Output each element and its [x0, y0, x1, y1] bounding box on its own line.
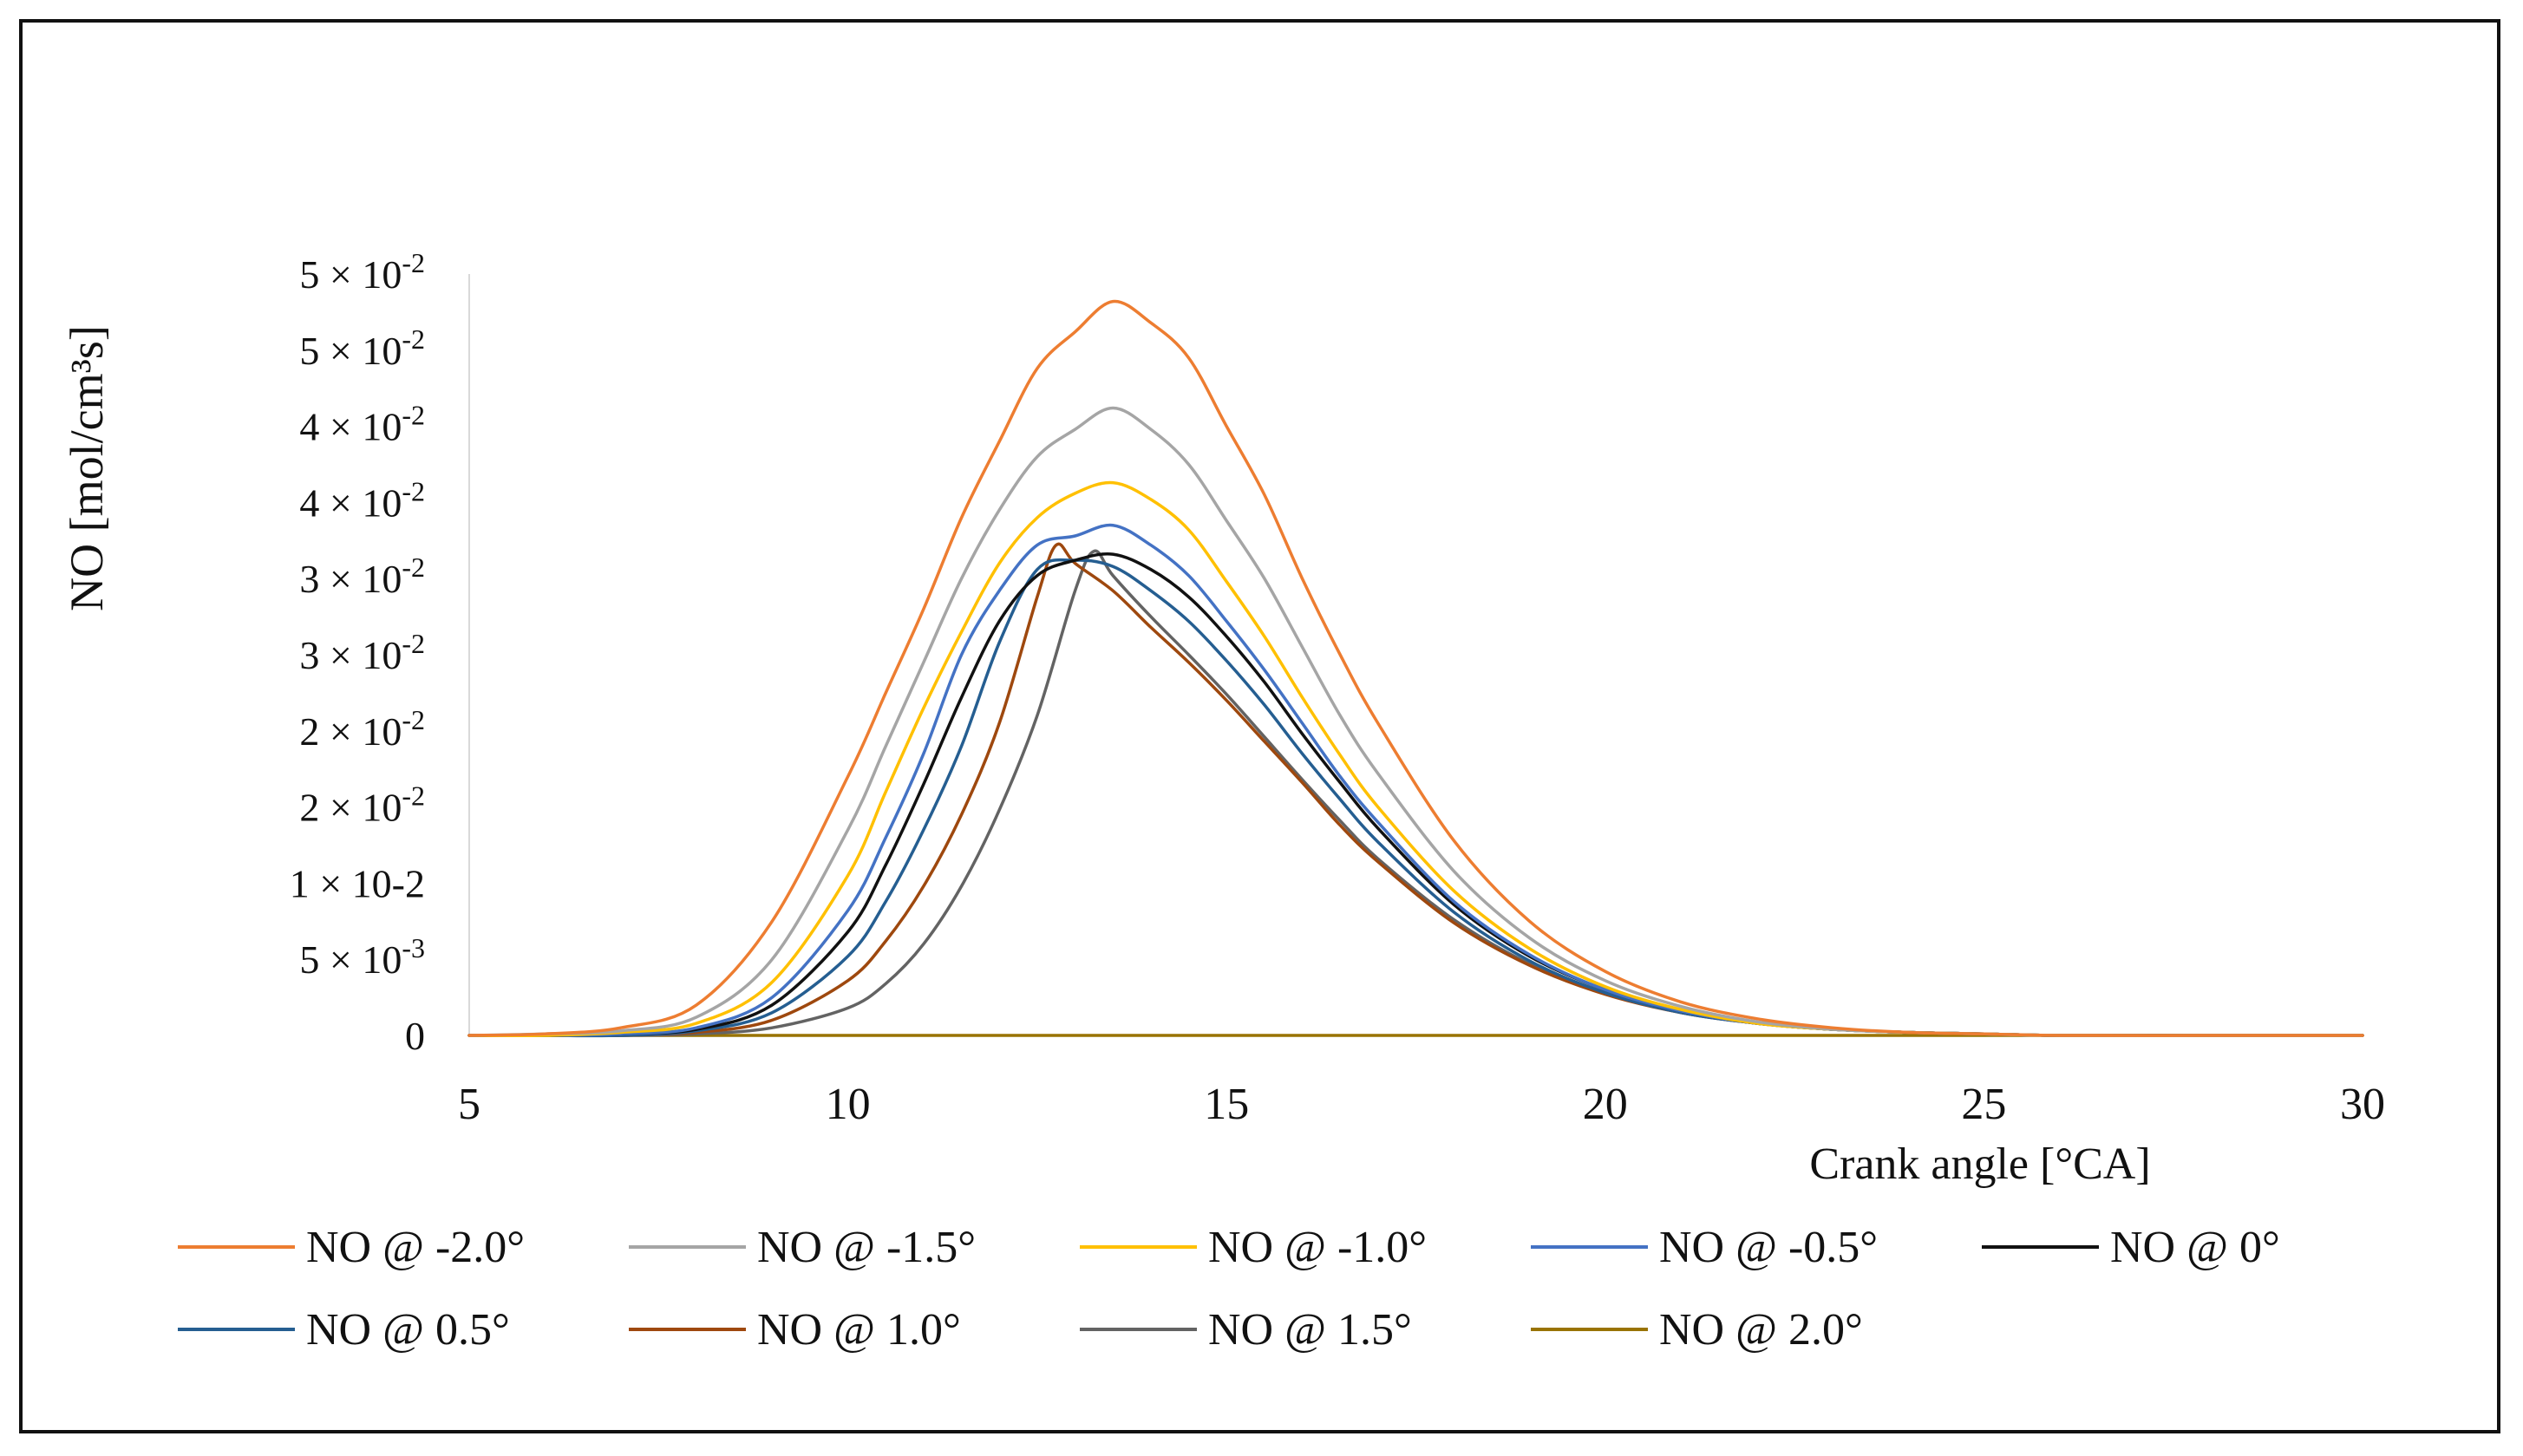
x-tick-labels: 5 10 15 20 25 30 [458, 1080, 2385, 1129]
legend-label: NO @ -0.5° [1659, 1223, 1878, 1272]
y-tick-labels: 0 5 × 10-3 1 × 10-2 2 × 10-2 2 × 10-2 3 × 10-… [290, 247, 425, 1058]
x-tick-label: 5 [458, 1080, 480, 1129]
legend-label: NO @ 2.0° [1659, 1305, 1863, 1355]
legend-label: NO @ 0° [2110, 1223, 2280, 1272]
legend-label: NO @ 1.5° [1208, 1305, 1412, 1355]
y-tick-label: 5 × 10-2 [299, 247, 425, 297]
legend-label: NO @ -1.5° [757, 1223, 976, 1272]
y-tick-label: 4 × 10-2 [299, 400, 425, 449]
series-line [467, 552, 2364, 1037]
x-tick-label: 30 [2340, 1080, 2385, 1129]
x-tick-label: 15 [1204, 1080, 1249, 1129]
y-tick-label: 2 × 10-2 [299, 780, 425, 830]
y-tick-label: 3 × 10-2 [299, 628, 425, 677]
y-tick-label: 0 [405, 1014, 425, 1058]
legend-label: NO @ 1.0° [757, 1305, 961, 1355]
figure-frame [19, 19, 2500, 1433]
series-line [467, 542, 2364, 1038]
x-tick-label: 25 [1961, 1080, 2006, 1129]
legend: NO @ -2.0° NO @ -1.5° NO @ -1.0° NO @ -0.5°… [178, 1223, 2280, 1355]
y-axis-label: NO [mol/cm³s] [61, 325, 113, 611]
series-line [467, 406, 2364, 1037]
x-tick-label: 20 [1583, 1080, 1628, 1129]
series-lines [467, 299, 2364, 1038]
y-tick-label: 4 × 10-2 [299, 475, 425, 525]
series-line [467, 549, 2364, 1037]
legend-label: NO @ 0.5° [306, 1305, 510, 1355]
x-tick-label: 10 [826, 1080, 871, 1129]
series-line [467, 558, 2364, 1038]
series-line [467, 523, 2364, 1037]
y-tick-label: 3 × 10-2 [299, 552, 425, 601]
y-tick-label: 5 × 10-2 [299, 323, 425, 373]
y-tick-label: 5 × 10-3 [299, 932, 425, 982]
series-line [467, 299, 2364, 1037]
legend-label: NO @ -2.0° [306, 1223, 525, 1272]
y-tick-label: 1 × 10-2 [290, 861, 425, 905]
series-line [467, 480, 2364, 1038]
y-tick-label: 2 × 10-2 [299, 704, 425, 754]
x-axis-label: Crank angle [°CA] [1809, 1139, 2150, 1189]
legend-label: NO @ -1.0° [1208, 1223, 1427, 1272]
y-axis-title: NO [mol/cm³s] [61, 325, 113, 611]
